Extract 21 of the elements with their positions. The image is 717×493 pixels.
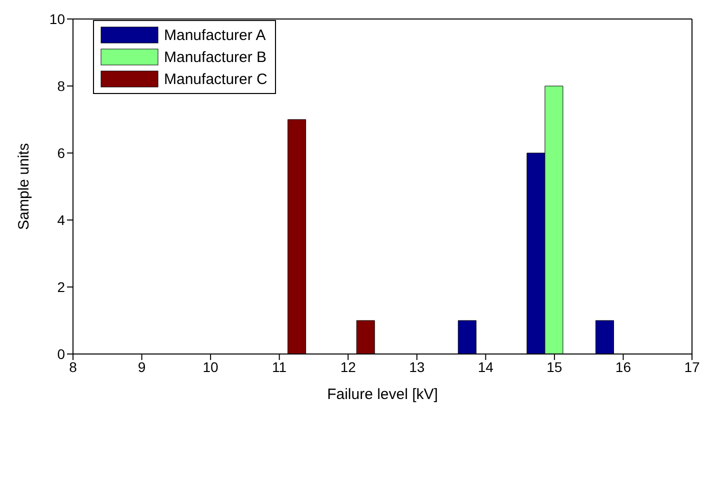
y-tick-label: 8: [57, 78, 66, 94]
x-tick-label: 17: [684, 358, 700, 375]
legend-label: Manufacturer A: [164, 26, 266, 44]
x-tick-label: 16: [615, 358, 632, 375]
legend-label: Manufacturer B: [164, 48, 267, 66]
y-tick-label: 2: [57, 278, 66, 295]
x-tick-label: 14: [478, 358, 494, 375]
x-tick-label: 10: [202, 358, 219, 375]
y-tick-label: 0: [57, 346, 66, 362]
x-tick-label: 15: [546, 358, 562, 375]
legend-label: Manufacturer C: [164, 70, 268, 88]
x-tick-label: 11: [272, 358, 287, 375]
x-tick-label: 9: [138, 358, 146, 375]
y-axis-title: Sample units: [15, 143, 32, 230]
y-tick-label: 6: [57, 144, 66, 161]
x-axis-title: Failure level [kV]: [327, 386, 438, 403]
y-tick-label: 4: [57, 212, 66, 228]
y-tick-label: 10: [49, 10, 66, 27]
x-tick-label: 12: [340, 358, 356, 375]
x-tick-label: 13: [409, 358, 425, 375]
x-tick-label: 8: [69, 358, 78, 375]
